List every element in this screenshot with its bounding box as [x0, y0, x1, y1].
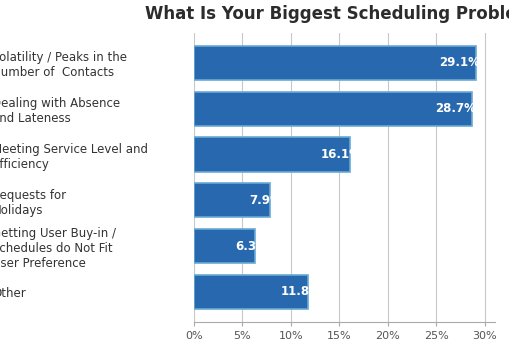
Bar	[193, 137, 349, 172]
Text: 11.8%: 11.8%	[280, 285, 321, 298]
Title: What Is Your Biggest Scheduling Problem?: What Is Your Biggest Scheduling Problem?	[145, 5, 509, 23]
Text: 6.3%: 6.3%	[235, 240, 267, 253]
Text: 16.1%: 16.1%	[320, 148, 360, 161]
Text: 29.1%: 29.1%	[438, 56, 479, 70]
Bar	[193, 92, 471, 126]
Bar	[193, 229, 254, 263]
Text: 7.9%: 7.9%	[249, 194, 281, 207]
Bar	[193, 183, 270, 218]
Text: 28.7%: 28.7%	[434, 102, 475, 115]
Bar	[193, 46, 475, 80]
Bar	[193, 275, 308, 309]
